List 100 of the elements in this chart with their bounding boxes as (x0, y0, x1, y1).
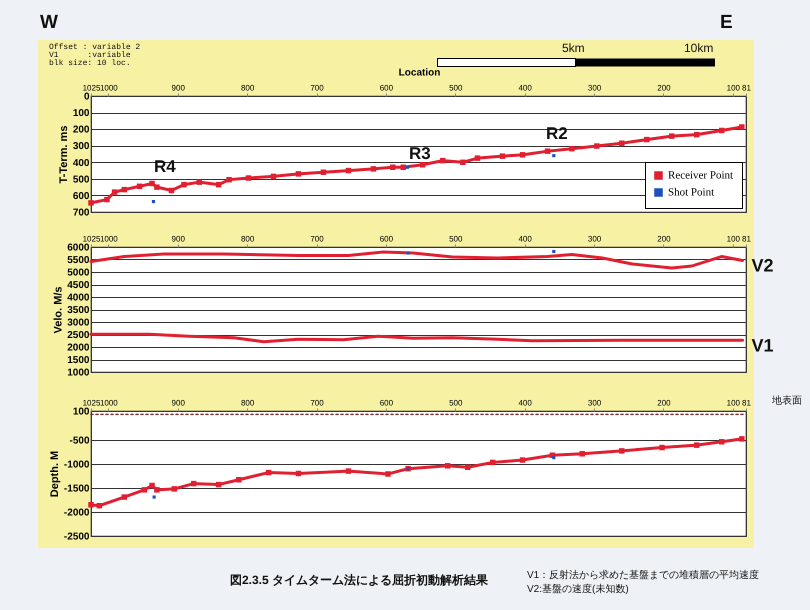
point (152, 495, 156, 499)
point (346, 168, 352, 174)
point (142, 487, 148, 493)
point (718, 439, 724, 445)
y-axis-title: T-Term. ms (58, 126, 70, 184)
point (136, 184, 142, 190)
x-tick-label: 81 (742, 234, 752, 244)
x-tick-label: 800 (240, 398, 255, 408)
point (739, 124, 745, 130)
x-tick-label: 1000 (100, 84, 118, 92)
x-tick-label: 81 (742, 84, 752, 92)
y-tick-label: 2000 (67, 342, 90, 354)
x-tick-label: 600 (380, 234, 394, 244)
point (644, 136, 650, 142)
point (236, 477, 242, 482)
point (694, 132, 700, 138)
point (739, 436, 745, 442)
point (490, 460, 496, 466)
y-tick-label: -2000 (64, 507, 90, 518)
x-tick-label: 300 (588, 84, 602, 92)
text: 10km (684, 41, 714, 55)
line-series (90, 250, 744, 270)
point (370, 166, 376, 172)
point (190, 480, 196, 486)
series-label: V1 (752, 335, 774, 356)
point (460, 160, 466, 166)
legend-label: Shot Point (668, 186, 714, 198)
x-tick-label: 900 (172, 84, 186, 92)
y-tick-label: -2500 (64, 532, 90, 542)
point (444, 463, 450, 469)
y-axis-title: Depth. M (48, 450, 61, 498)
y-tick-label: 100 (72, 108, 90, 120)
x-tick-label: 200 (657, 234, 672, 244)
x-tick-label: 900 (172, 398, 186, 408)
x-tick-label: 700 (310, 234, 324, 244)
y-tick-label: 3500 (67, 305, 90, 316)
text: V1：反射法から求めた基盤までの堆積層の平均速度 (527, 568, 760, 582)
x-tick-label: 400 (518, 398, 532, 408)
y-tick-label: 6000 (67, 242, 90, 254)
x-tick-label: 81 (742, 398, 752, 408)
y-tick-label: 5000 (67, 268, 90, 278)
text: W (40, 12, 58, 34)
point (400, 164, 406, 170)
point (669, 133, 674, 139)
y-tick-label: 600 (72, 190, 90, 202)
y-tick-label: 5500 (67, 255, 90, 266)
y-tick-label: -1000 (64, 459, 90, 470)
point (544, 148, 550, 154)
x-tick-label: 200 (657, 398, 672, 408)
x-tick-label: 900 (172, 234, 186, 244)
y-tick-label: 0 (84, 92, 90, 102)
y-tick-label: 300 (72, 141, 90, 152)
point (216, 182, 222, 188)
series-label: V2 (752, 256, 774, 276)
point (465, 464, 470, 470)
point (152, 200, 156, 204)
y-tick-label: -1500 (64, 483, 90, 494)
annotation: R4 (154, 157, 176, 177)
point (149, 482, 155, 488)
point (96, 502, 102, 508)
point (552, 456, 556, 460)
point (266, 470, 272, 476)
x-tick-label: 500 (449, 84, 463, 92)
point (88, 200, 94, 206)
line-series (90, 332, 744, 344)
x-tick-label: 1025 (82, 398, 101, 408)
point (196, 179, 202, 185)
y-tick-label: -500 (69, 435, 90, 446)
point (104, 196, 110, 202)
text: V1 :variable (49, 51, 131, 60)
point (88, 502, 94, 508)
x-tick-label: 700 (310, 84, 324, 92)
text: 5km (562, 41, 585, 55)
y-tick-label: 4000 (67, 292, 90, 304)
y-axis-title: Velo. M/s (52, 286, 64, 334)
point (246, 175, 252, 181)
point (122, 186, 128, 192)
y-tick-label: 2500 (67, 330, 90, 341)
x-tick-label: 400 (518, 84, 532, 92)
point (474, 155, 480, 161)
x-tick-label: 400 (518, 234, 532, 244)
point (270, 174, 276, 180)
point (181, 182, 187, 188)
point (385, 471, 391, 477)
point (346, 468, 352, 474)
x-tick-label: 1000 (100, 398, 118, 408)
point (296, 171, 302, 177)
x-tick-label: 100 (726, 84, 741, 92)
x-axis-title: Location (398, 68, 440, 78)
annotation: R3 (409, 144, 431, 164)
y-tick-label: 4500 (67, 280, 90, 291)
y-tick-label: 400 (72, 158, 90, 169)
point (594, 143, 600, 149)
y-tick-label: 1500 (67, 355, 90, 366)
point (580, 451, 585, 457)
point (440, 158, 446, 164)
y-tick-label: 100 (72, 406, 90, 418)
point (520, 457, 526, 463)
legend-label: Receiver Point (668, 170, 734, 182)
point (659, 444, 665, 450)
